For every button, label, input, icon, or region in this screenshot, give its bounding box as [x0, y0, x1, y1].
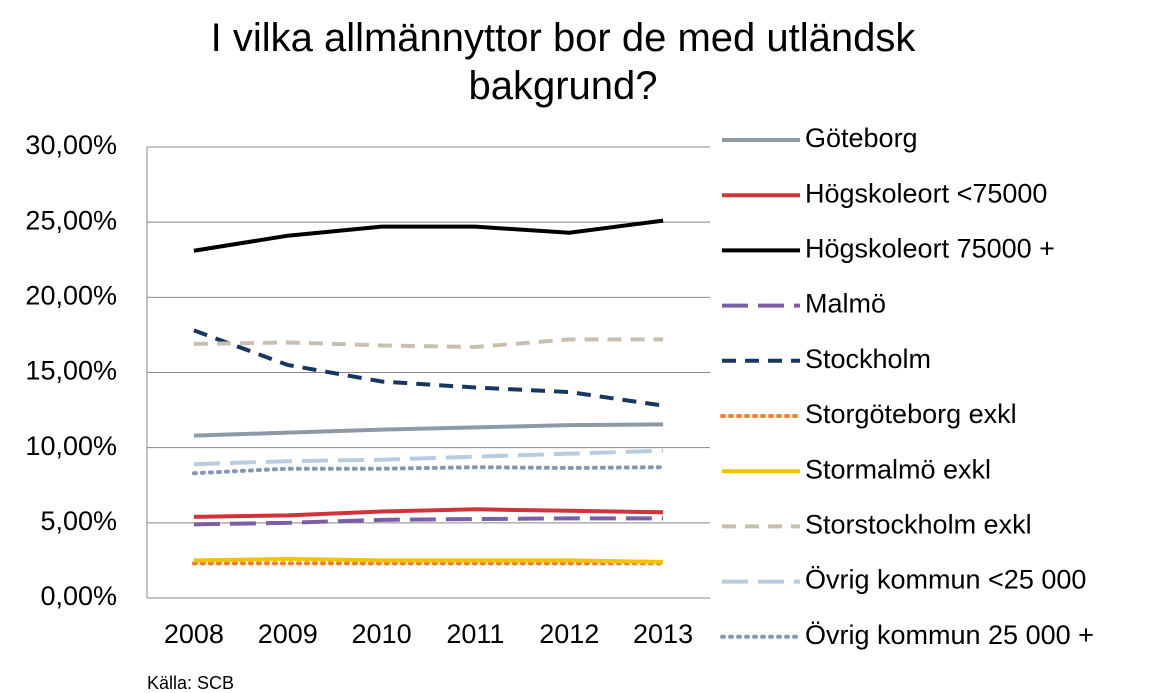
series-line: [193, 422, 664, 438]
legend-label: Storstockholm exkl: [805, 510, 1032, 540]
legend-label: Storgöteborg exkl: [805, 399, 1017, 429]
legend-label: Stockholm: [805, 344, 931, 374]
y-tick-label: 20,00%: [25, 280, 117, 310]
legend-label: Högskoleort <75000: [805, 178, 1047, 208]
series-line: [193, 328, 664, 408]
x-tick-label: 2012: [539, 619, 599, 649]
series-line: [193, 337, 664, 349]
series-line: [193, 448, 664, 467]
y-tick-label: 0,00%: [40, 581, 117, 611]
source-note: Källa: SCB: [147, 673, 234, 693]
series-line: [193, 507, 664, 519]
legend-label: Högskoleort 75000 +: [805, 234, 1055, 264]
chart-title: I vilka allmännyttor bor de med utländsk…: [210, 16, 916, 108]
y-tick-label: 5,00%: [40, 506, 117, 536]
series-line: [193, 218, 664, 253]
x-tick-label: 2009: [258, 619, 318, 649]
y-tick-label: 30,00%: [25, 130, 117, 160]
legend-label: Övrig kommun <25 000: [805, 565, 1086, 595]
series-line: [193, 516, 664, 527]
x-tick-label: 2013: [633, 619, 693, 649]
x-tick-label: 2010: [352, 619, 412, 649]
legend-label: Malmö: [805, 289, 886, 319]
series-line: [191, 465, 666, 476]
legend-label: Stormalmö exkl: [805, 454, 991, 484]
x-tick-label: 2008: [164, 619, 224, 649]
y-tick-label: 15,00%: [25, 356, 117, 386]
y-tick-label: 10,00%: [25, 431, 117, 461]
legend-label: Övrig kommun 25 000 +: [805, 620, 1094, 650]
series-line: [193, 556, 664, 564]
legend-label: Göteborg: [805, 123, 918, 153]
y-tick-label: 25,00%: [25, 205, 117, 235]
x-tick-label: 2011: [446, 619, 504, 649]
